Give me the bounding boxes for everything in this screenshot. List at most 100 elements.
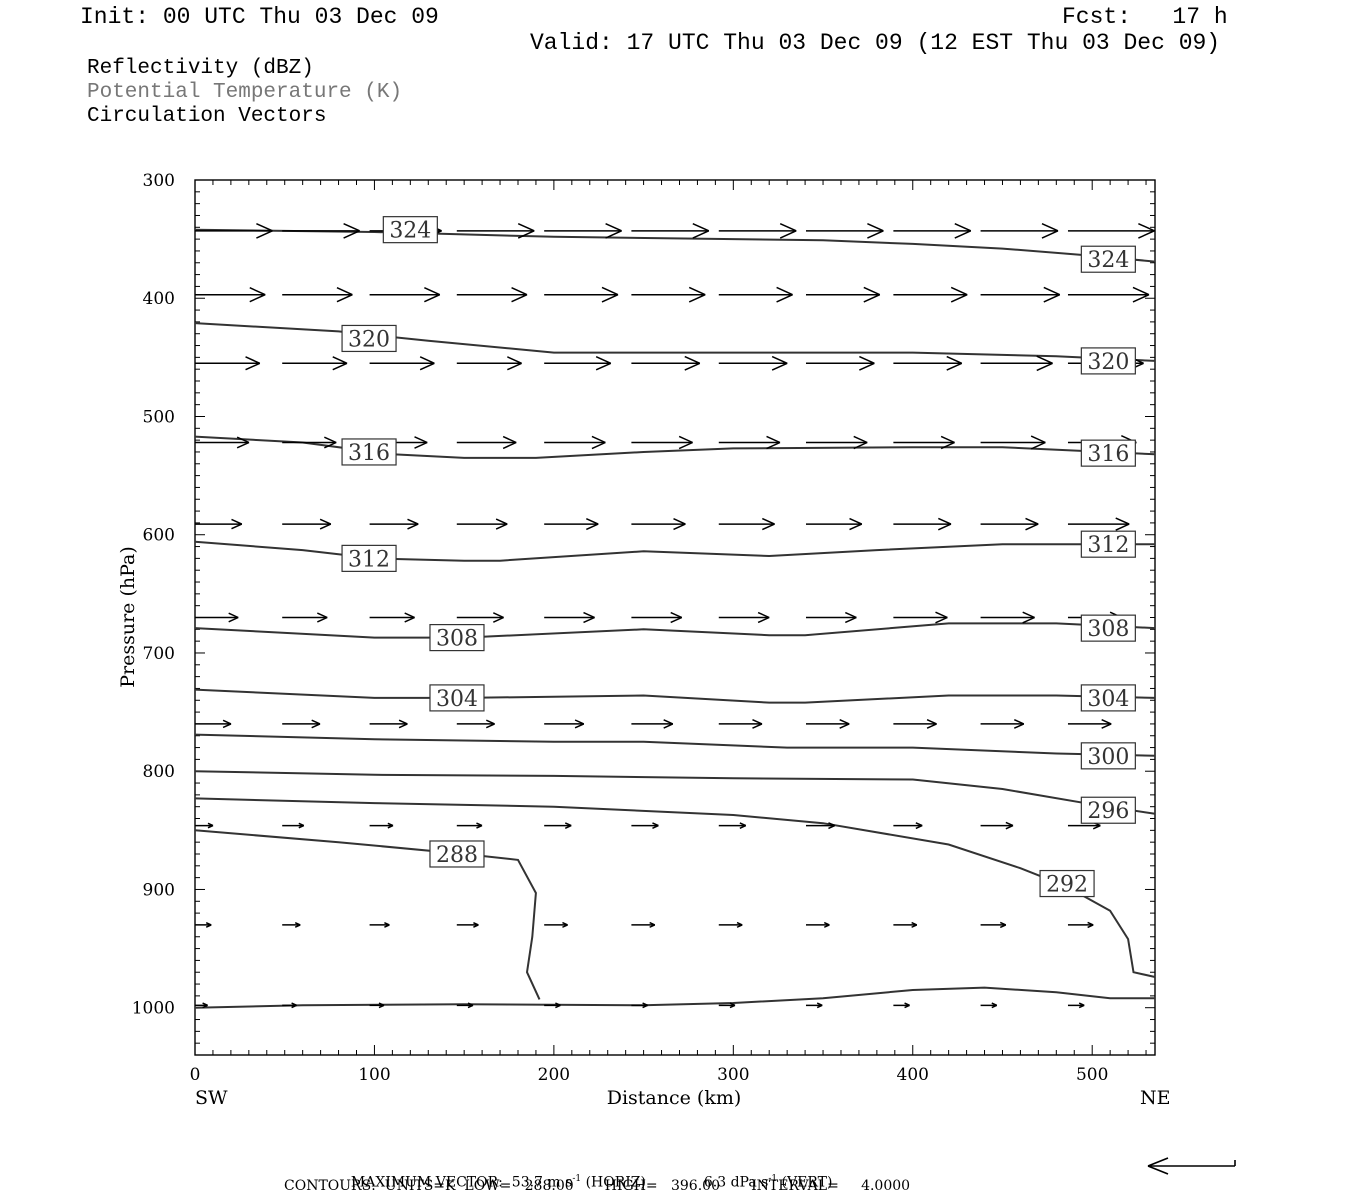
vector-arrow [195,1002,208,1009]
isentrope-label-box [429,840,485,868]
x-tick-label: 0 [190,1065,201,1085]
x-tick-label: 200 [538,1065,570,1085]
x-tick-label: 300 [717,1065,749,1085]
vector-arrow [980,611,1035,624]
vector-arrow [718,435,781,450]
vector-arrow [805,921,830,928]
vector-arrow [282,719,321,729]
vector-arrow [195,356,261,371]
x-tick-label: 400 [897,1065,929,1085]
max-vector-horizontal: 53.7 m s [511,1174,573,1191]
vector-arrow [544,435,606,450]
vector-arrow [456,921,479,928]
vector-arrow [893,355,963,371]
vector-arrow [631,355,701,371]
y-tick-label: 700 [143,644,175,664]
vector-arrow [456,612,504,623]
vector-arrow [456,518,508,530]
vector-arrow [282,436,337,449]
tick-labels: 0 100 200 300 400 500 300 400 500 600 700 800 900 100… [132,171,1109,1085]
valid-time: Valid: 17 UTC Thu 03 Dec 09 (12 EST Thu … [530,30,1221,56]
vector-arrow [805,718,850,729]
vector-arrow [805,355,875,371]
x-end-right-label: NE [1140,1087,1171,1109]
vector-arrow [980,286,1061,303]
vector-arrow [1067,718,1112,729]
isentrope-lower [194,986,1155,1009]
vector-arrow [980,921,1007,929]
vector-arrow [544,355,612,371]
vector-arrow [893,718,937,729]
x-axis-label: Distance (km) [607,1087,742,1109]
vector-arrow [805,517,863,531]
vector-arrow [544,286,619,303]
vector-arrow [456,222,535,239]
init-time: Init: 00 UTC Thu 03 Dec 09 [80,4,439,30]
vector-arrow [1067,222,1155,239]
vector-arrow [893,1002,910,1009]
vector-arrow [631,611,683,624]
vector-arrow [544,921,568,928]
horizontal-unit-exponent: -1 [572,1174,582,1184]
legend-potential-temperature: Potential Temperature (K) [87,81,403,104]
isentrope-300 [194,733,1156,757]
vector-arrow [282,1002,297,1009]
isentrope-label-box [1080,245,1136,273]
y-tick-label: 1000 [132,999,175,1019]
isentrope-label-box [1080,530,1136,558]
axis-ticks [194,179,1155,1056]
isentrope-label-box [382,216,438,244]
vector-arrow [544,518,599,531]
x-tick-label: 500 [1076,1065,1108,1085]
vector-arrow [1067,1002,1085,1009]
vector-arrow [805,286,881,303]
vector-arrow [631,435,693,450]
isentrope-label-box [429,684,485,712]
vector-arrow [893,517,952,531]
isentrope-label-box [341,438,397,466]
isentrope-label-box [1039,869,1095,898]
isentrope-lines [194,228,1156,1009]
vector-arrow [631,822,659,829]
y-tick-label: 300 [143,171,175,191]
vector-arrow [195,287,266,303]
vector-arrow [544,719,585,729]
vector-arrow [718,921,743,928]
legend-reflectivity: Reflectivity (dBZ) [87,57,314,80]
vector-arrow [544,222,622,239]
vector-arrow [1067,921,1094,929]
isentrope-label-316: 316 [348,441,390,466]
vector-arrow [893,222,972,239]
vector-arrow [195,612,239,623]
vector-arrow [195,222,273,239]
isentrope-label-308: 308 [436,627,478,652]
isentrope-304 [194,688,1156,704]
isentrope-292 [194,797,1156,978]
vector-arrow [805,1002,823,1009]
vector-arrow [980,355,1053,372]
vector-arrow [980,718,1025,729]
isentrope-label-box [1080,614,1136,642]
isentrope-label-box [429,624,485,652]
isentrope-label-312: 312 [1087,533,1129,558]
isentrope-label-324: 324 [1087,248,1129,273]
vector-arrow [631,518,686,531]
vector-arrow [456,435,517,450]
max-vector-vertical: 6.3 dPa s [703,1174,769,1191]
vector-arrow [369,356,435,371]
vector-arrow [980,821,1014,830]
legend-circulation-vectors: Circulation Vectors [87,105,327,128]
isentrope-label-300: 300 [1087,745,1129,770]
forecast-hour: Fcst: 17 h [1062,4,1228,30]
vector-arrow [369,719,408,729]
isentrope-label-box [1080,439,1136,467]
vector-arrow [718,222,797,239]
vector-arrow [718,718,763,729]
isentrope-308 [194,622,1156,639]
isentrope-label-288: 288 [436,843,478,868]
vector-arrow [718,1002,736,1009]
vector-arrow [805,435,868,450]
isentrope-288 [194,829,541,1000]
vector-arrow [369,921,390,928]
vector-arrow [980,517,1039,531]
